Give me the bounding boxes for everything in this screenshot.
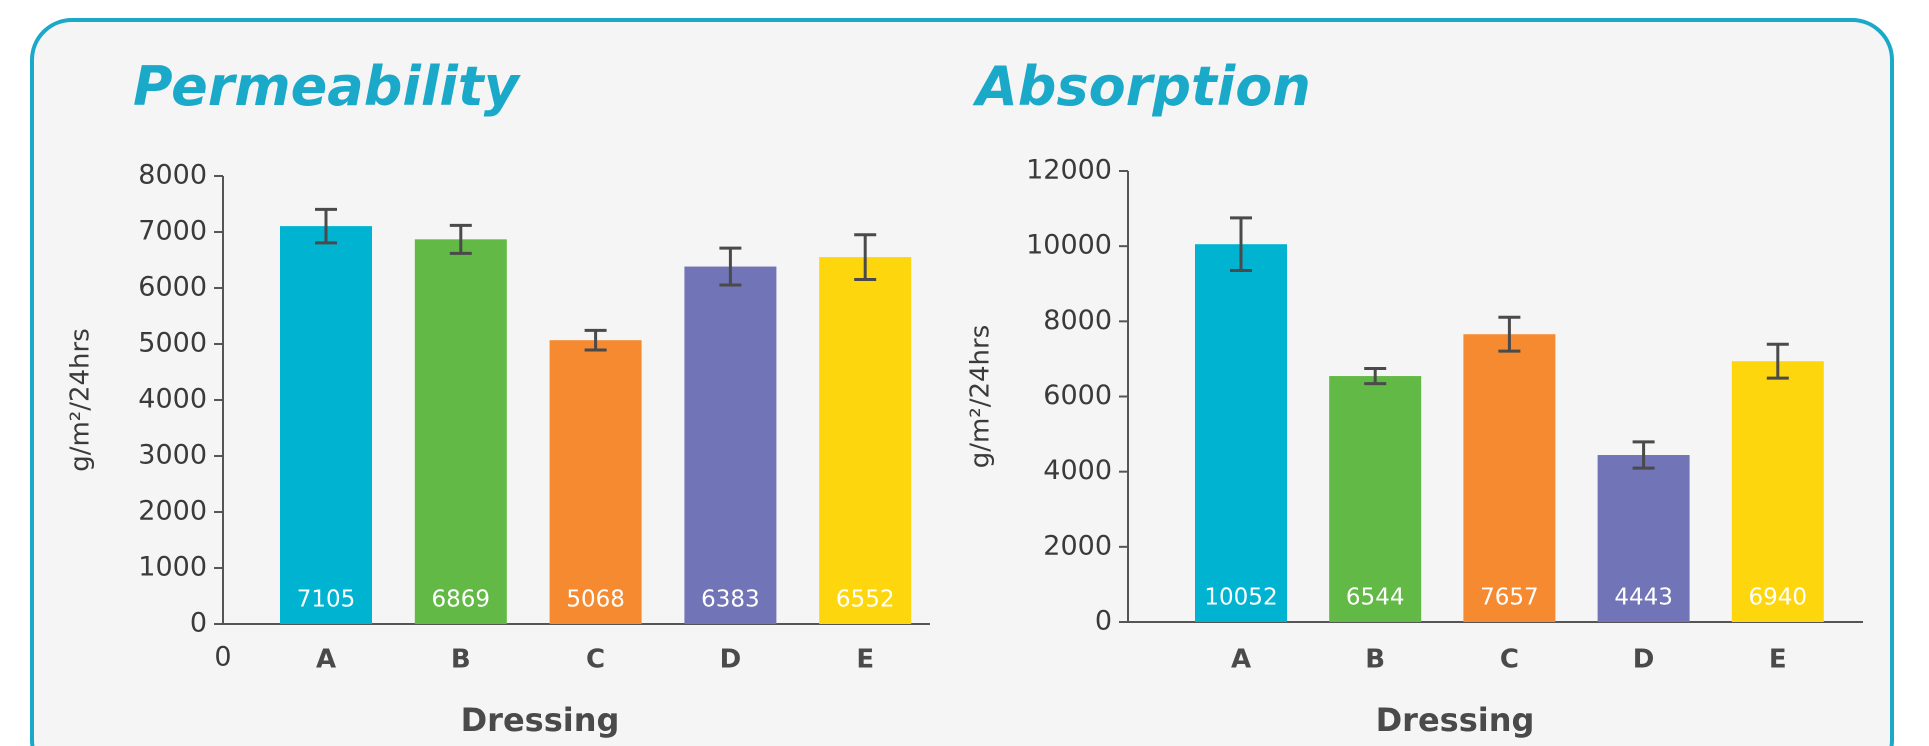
y-tick-label: 2000 xyxy=(1043,530,1112,561)
x-tick-label: E xyxy=(856,645,874,675)
x-tick-label: C xyxy=(1500,645,1519,675)
error-bar xyxy=(1498,315,1521,353)
y-tick-label: 12000 xyxy=(1026,155,1112,186)
x-tick-label: A xyxy=(1231,645,1251,675)
y-tick-label: 7000 xyxy=(138,216,207,247)
y-tick-label: 1000 xyxy=(138,552,207,583)
bar xyxy=(549,340,642,624)
value-label: 7657 xyxy=(1480,585,1539,611)
value-label: 5068 xyxy=(566,587,625,613)
y-tick-label: 4000 xyxy=(1043,455,1112,486)
bar xyxy=(1463,334,1556,622)
y-tick-label: 3000 xyxy=(138,440,207,471)
y-tick-label: 0 xyxy=(190,608,207,639)
y-tick-label: 2000 xyxy=(138,496,207,527)
y-tick-label: 4000 xyxy=(138,384,207,415)
error-bar xyxy=(1364,367,1387,386)
x-tick-label: D xyxy=(720,645,742,675)
y-axis-label: g/m²/24hrs xyxy=(966,325,996,469)
bar xyxy=(1195,244,1287,622)
value-label: 6552 xyxy=(836,587,895,613)
value-label: 4443 xyxy=(1614,585,1673,611)
value-label: 7105 xyxy=(297,587,356,613)
error-bar xyxy=(1766,342,1789,380)
x-axis-label: Dressing xyxy=(461,701,620,739)
x-tick-label: C xyxy=(586,645,605,675)
chart-title: Permeability xyxy=(133,55,522,118)
error-bar xyxy=(1230,216,1252,273)
y-tick-label: 8000 xyxy=(138,160,207,191)
y-tick-label: 8000 xyxy=(1043,305,1112,336)
y-tick-label: 5000 xyxy=(138,328,207,359)
y-tick-label: 10000 xyxy=(1026,230,1112,261)
bar xyxy=(280,226,372,624)
bar xyxy=(684,266,777,624)
error-bar xyxy=(719,246,742,287)
x-tick-label: A xyxy=(316,645,336,675)
chart-title: Absorption xyxy=(972,55,1311,118)
x-tick-label: D xyxy=(1633,645,1655,675)
value-label: 10052 xyxy=(1204,585,1277,611)
value-label: 6544 xyxy=(1346,585,1405,611)
x-axis-label: Dressing xyxy=(1376,701,1535,739)
value-label: 6940 xyxy=(1749,585,1808,611)
error-bar xyxy=(449,223,472,255)
bar xyxy=(1597,455,1690,622)
value-label: 6383 xyxy=(701,587,760,613)
bar xyxy=(819,257,912,624)
x-tick-label: B xyxy=(451,645,471,675)
error-bar xyxy=(854,233,877,281)
y-axis-label: g/m²/24hrs xyxy=(66,328,96,472)
bar xyxy=(1329,376,1422,622)
x-tick-label: E xyxy=(1769,645,1787,675)
y-tick-label: 0 xyxy=(1095,606,1112,637)
value-label: 6869 xyxy=(432,587,491,613)
error-bar xyxy=(315,207,337,245)
error-bar xyxy=(1632,440,1655,470)
bar xyxy=(1731,361,1824,622)
x-tick-label: B xyxy=(1365,645,1385,675)
bar xyxy=(414,239,507,624)
y-tick-label: 6000 xyxy=(138,272,207,303)
x-origin-label: 0 xyxy=(214,642,231,673)
y-tick-label: 6000 xyxy=(1043,380,1112,411)
error-bar xyxy=(584,328,607,352)
